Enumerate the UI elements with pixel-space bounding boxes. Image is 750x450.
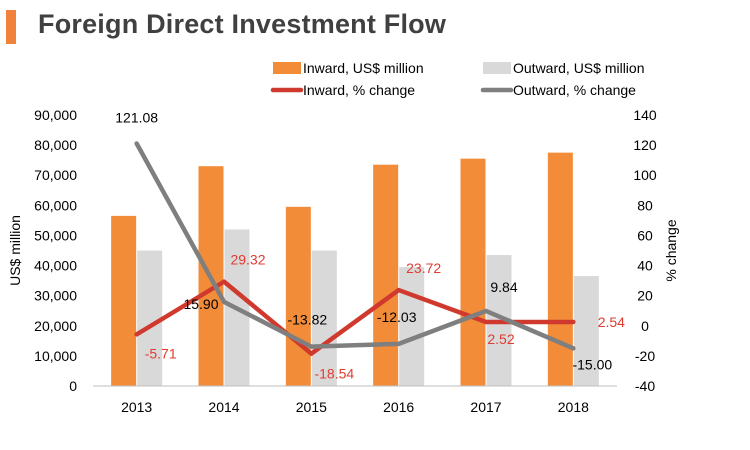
- y-left-tick-label: 20,000: [34, 318, 77, 334]
- y-left-tick-label: 10,000: [34, 348, 77, 364]
- inward-bar: [111, 215, 137, 386]
- y-left-tick-label: 0: [69, 378, 77, 394]
- y-left-tick-label: 90,000: [34, 107, 77, 123]
- y-left-tick-label: 50,000: [34, 227, 77, 243]
- outward-change-data-label: 9.84: [490, 279, 517, 295]
- legend-swatch: [273, 62, 301, 74]
- inward-change-point: [134, 332, 139, 337]
- title-accent-bar: [6, 10, 16, 44]
- y-right-tick-label: -20: [635, 348, 655, 364]
- y-left-tick-label: 70,000: [34, 167, 77, 183]
- y-right-tick-label: 100: [633, 167, 657, 183]
- outward-bar: [399, 267, 425, 386]
- chart-title: Foreign Direct Investment Flow: [38, 9, 447, 39]
- inward-change-data-label: 2.52: [487, 331, 514, 347]
- inward-bar: [460, 158, 486, 386]
- y-right-tick-label: 0: [641, 318, 649, 334]
- y-right-tick-label: 120: [633, 137, 657, 153]
- y-left-tick-label: 80,000: [34, 137, 77, 153]
- legend-label: Outward, % change: [513, 82, 636, 98]
- inward-change-data-label: 2.54: [598, 314, 625, 330]
- y-right-tick-label: 80: [637, 197, 653, 213]
- inward-change-line: [134, 279, 576, 356]
- outward-bar: [311, 250, 337, 386]
- x-tick-label: 2016: [383, 399, 414, 415]
- outward-change-line: [134, 141, 576, 351]
- legend-label: Inward, US$ million: [303, 60, 424, 76]
- inward-change-point: [484, 319, 488, 324]
- outward-change-data-label: -13.82: [287, 312, 327, 328]
- inward-change-data-label: 29.32: [230, 252, 265, 268]
- y-left-tick-label: 60,000: [34, 197, 77, 213]
- outward-bar: [137, 250, 163, 386]
- inward-change-point: [571, 319, 576, 324]
- outward-change-point: [484, 308, 488, 313]
- x-tick-label: 2017: [470, 399, 501, 415]
- outward-change-data-label: 15.90: [183, 296, 218, 312]
- y-right-tick-label: 40: [637, 258, 653, 274]
- outward-change-data-label: 121.08: [115, 109, 158, 125]
- inward-bar: [285, 206, 311, 386]
- y-left-tick-label: 30,000: [34, 288, 77, 304]
- y-right-tick-label: -40: [635, 378, 655, 394]
- outward-change-point: [309, 344, 314, 349]
- x-tick-label: 2014: [208, 399, 239, 415]
- outward-bar: [573, 276, 599, 386]
- inward-bar: [373, 164, 399, 386]
- legend-label: Inward, % change: [303, 82, 415, 98]
- outward-change-point: [222, 299, 226, 304]
- x-tick-label: 2018: [558, 399, 589, 415]
- outward-change-point: [396, 341, 401, 346]
- inward-change-point: [309, 351, 314, 356]
- outward-change-point: [571, 346, 576, 351]
- x-tick-label: 2015: [296, 399, 327, 415]
- y-right-tick-label: 20: [637, 288, 653, 304]
- inward-change-point: [396, 288, 401, 293]
- outward-change-data-label: -15.00: [572, 356, 612, 372]
- y-left-axis-title: US$ million: [7, 215, 23, 286]
- inward-bar: [547, 152, 573, 386]
- y-left-tick-label: 40,000: [34, 258, 77, 274]
- inward-change-data-label: -5.71: [145, 345, 177, 361]
- legend-label: Outward, US$ million: [513, 60, 645, 76]
- y-right-tick-label: 60: [637, 227, 653, 243]
- legend-swatch: [483, 62, 511, 74]
- inward-change-data-label: 23.72: [406, 260, 441, 276]
- x-tick-label: 2013: [121, 399, 152, 415]
- outward-change-point: [134, 141, 139, 146]
- inward-change-data-label: -18.54: [314, 366, 354, 382]
- inward-change-point: [222, 279, 226, 284]
- y-right-axis-title: % change: [663, 219, 679, 281]
- y-right-tick-label: 140: [633, 107, 657, 123]
- outward-change-data-label: -12.03: [377, 309, 417, 325]
